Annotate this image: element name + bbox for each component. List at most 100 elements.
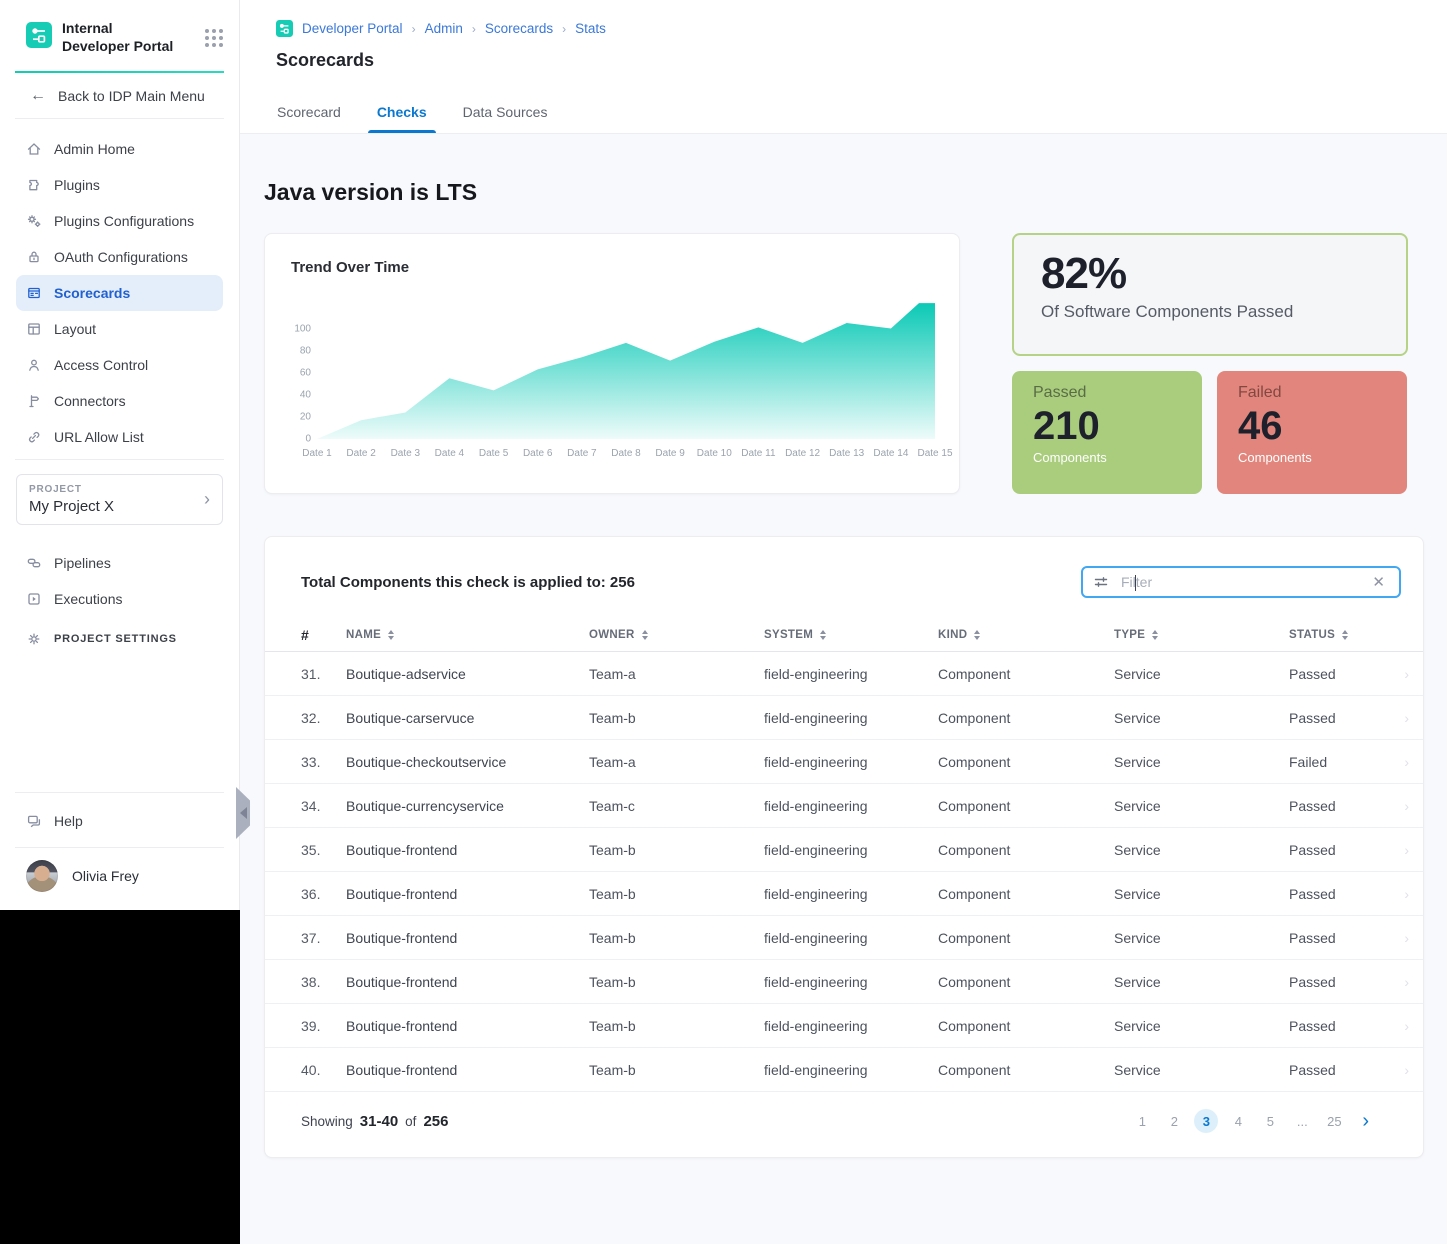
sidebar-nav-item[interactable]: Connectors (16, 383, 223, 419)
cell-name: Boutique-frontend (346, 842, 589, 858)
nav-item-label: Plugins (54, 177, 100, 193)
row-chevron-icon: › (1404, 666, 1409, 682)
signpost-icon (26, 393, 42, 409)
nav-item-label: Access Control (54, 357, 148, 373)
page-button[interactable]: 4 (1226, 1109, 1250, 1133)
breadcrumb-link[interactable]: Scorecards (485, 21, 553, 36)
sidebar-item-help[interactable]: Help (16, 803, 223, 839)
app-grid-icon[interactable] (205, 29, 223, 47)
sidebar-nav-item[interactable]: Scorecards (16, 275, 223, 311)
cell-owner: Team-a (589, 666, 764, 682)
close-icon[interactable]: ✕ (1368, 571, 1389, 593)
sidebar-nav-item[interactable]: Layout (16, 311, 223, 347)
cell-type: Service (1114, 930, 1289, 946)
sidebar-nav-item[interactable]: Pipelines (16, 545, 223, 581)
sidebar-nav-item[interactable]: OAuth Configurations (16, 239, 223, 275)
x-tick-label: Date 2 (346, 448, 375, 459)
sort-icon[interactable] (1342, 630, 1348, 640)
y-tick-label: 100 (294, 323, 311, 334)
project-selector[interactable]: PROJECT My Project X › (16, 474, 223, 525)
sidebar-nav-item[interactable]: Executions (16, 581, 223, 617)
breadcrumb-link[interactable]: Admin (425, 21, 463, 36)
table-row[interactable]: 34. Boutique-currencyservice Team-c fiel… (265, 784, 1423, 828)
table-row[interactable]: 37. Boutique-frontend Team-b field-engin… (265, 916, 1423, 960)
plugin-icon (26, 177, 42, 193)
cell-owner: Team-b (589, 1062, 764, 1078)
column-header: NAME (346, 629, 589, 641)
cell-kind: Component (938, 1062, 1114, 1078)
page-button[interactable]: 3 (1194, 1109, 1218, 1133)
cell-name: Boutique-frontend (346, 1018, 589, 1034)
table-row[interactable]: 40. Boutique-frontend Team-b field-engin… (265, 1048, 1423, 1092)
breadcrumb-separator: › (562, 22, 566, 36)
page-button[interactable]: 2 (1162, 1109, 1186, 1133)
page-button[interactable]: 5 (1258, 1109, 1282, 1133)
x-tick-label: Date 10 (697, 448, 732, 459)
x-tick-label: Date 8 (611, 448, 640, 459)
sidebar-nav-item[interactable]: Plugins (16, 167, 223, 203)
sidebar-nav-item[interactable]: Admin Home (16, 131, 223, 167)
x-tick-label: Date 5 (479, 448, 508, 459)
nav-item-label: Connectors (54, 393, 126, 409)
x-tick-label: Date 1 (302, 448, 331, 459)
row-chevron-icon: › (1404, 798, 1409, 814)
next-page-icon[interactable]: › (1362, 1111, 1369, 1131)
nav-item-label: Layout (54, 321, 96, 337)
pipelines-icon (26, 555, 42, 571)
cell-type: Service (1114, 666, 1289, 682)
breadcrumb-link[interactable]: Stats (575, 21, 606, 36)
cell-status: Failed (1289, 754, 1379, 770)
cell-system: field-engineering (764, 1062, 938, 1078)
sort-icon[interactable] (974, 630, 980, 640)
nav-item-label: Executions (54, 591, 122, 607)
sort-icon[interactable] (1152, 630, 1158, 640)
sort-icon[interactable] (388, 630, 394, 640)
cell-status: Passed (1289, 974, 1379, 990)
filter-sliders-icon[interactable] (1093, 574, 1109, 590)
cell-index: 32. (301, 710, 346, 726)
sidebar-nav-item[interactable]: URL Allow List (16, 419, 223, 455)
cell-status: Passed (1289, 666, 1379, 682)
nav-item-label: PROJECT SETTINGS (54, 633, 177, 645)
cell-name: Boutique-currencyservice (346, 798, 589, 814)
table-row[interactable]: 36. Boutique-frontend Team-b field-engin… (265, 872, 1423, 916)
column-header: STATUS (1289, 629, 1379, 641)
back-to-main-menu[interactable]: ← Back to IDP Main Menu (0, 73, 239, 118)
table-row[interactable]: 33. Boutique-checkoutservice Team-a fiel… (265, 740, 1423, 784)
x-tick-label: Date 14 (873, 448, 908, 459)
sidebar-nav-item[interactable]: Access Control (16, 347, 223, 383)
tab[interactable]: Checks (368, 94, 436, 133)
pagination: 1 2 3 4 5 ... 25 › (1130, 1109, 1369, 1133)
table-row[interactable]: 39. Boutique-frontend Team-b field-engin… (265, 1004, 1423, 1048)
cell-index: 40. (301, 1062, 346, 1078)
table-row[interactable]: 31. Boutique-adservice Team-a field-engi… (265, 652, 1423, 696)
sort-icon[interactable] (820, 630, 826, 640)
failed-card: Failed 46 Components (1217, 371, 1407, 494)
table-row[interactable]: 38. Boutique-frontend Team-b field-engin… (265, 960, 1423, 1004)
filter-input[interactable] (1121, 574, 1368, 590)
trend-chart-svg (317, 302, 935, 439)
tab[interactable]: Scorecard (268, 94, 350, 133)
y-tick-label: 80 (300, 345, 311, 356)
cell-system: field-engineering (764, 974, 938, 990)
page-button[interactable]: 1 (1130, 1109, 1154, 1133)
page-button[interactable]: 25 (1322, 1109, 1346, 1133)
page-button[interactable]: ... (1290, 1109, 1314, 1133)
nav-item-label: Admin Home (54, 141, 135, 157)
table-row[interactable]: 32. Boutique-carservuce Team-b field-eng… (265, 696, 1423, 740)
sidebar-item-project-settings[interactable]: PROJECT SETTINGS (16, 621, 223, 657)
table-row[interactable]: 35. Boutique-frontend Team-b field-engin… (265, 828, 1423, 872)
cell-type: Service (1114, 798, 1289, 814)
page-title: Scorecards (276, 50, 1447, 71)
sidebar-nav-item[interactable]: Plugins Configurations (16, 203, 223, 239)
showing-total: 256 (423, 1113, 448, 1130)
cell-system: field-engineering (764, 842, 938, 858)
nav-item-label: URL Allow List (54, 429, 144, 445)
user-menu[interactable]: Olivia Frey (0, 848, 239, 910)
sort-icon[interactable] (642, 630, 648, 640)
y-tick-label: 60 (300, 367, 311, 378)
tab[interactable]: Data Sources (454, 94, 557, 133)
breadcrumb-link[interactable]: Developer Portal (302, 21, 403, 36)
cell-status: Passed (1289, 1018, 1379, 1034)
passed-value: 210 (1033, 404, 1181, 448)
